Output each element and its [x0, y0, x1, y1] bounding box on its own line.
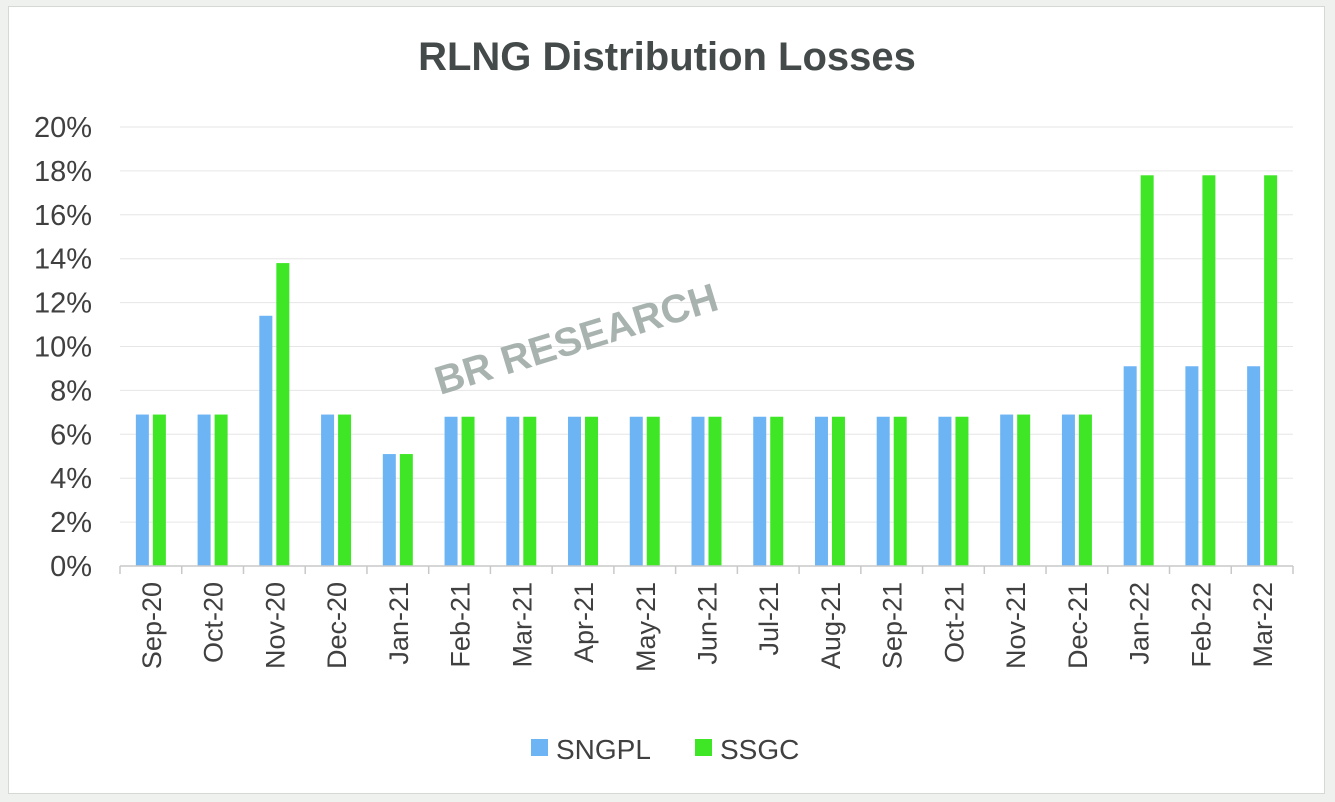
- bar-ssgc-jan-22: [1140, 175, 1154, 567]
- bar-sngpl-mar-22: [1247, 366, 1261, 566]
- legend: SNGPL SSGC: [531, 734, 799, 765]
- chart-title: RLNG Distribution Losses: [418, 35, 916, 79]
- bar-sngpl-aug-21: [814, 416, 828, 566]
- bar-sngpl-dec-21: [1061, 414, 1075, 566]
- bar-sngpl-feb-21: [444, 416, 458, 566]
- bar-sngpl-mar-21: [506, 416, 520, 566]
- bar-ssgc-may-21: [646, 416, 660, 566]
- bar-sngpl-jan-21: [382, 454, 396, 566]
- y-tick-label: 6%: [50, 419, 92, 451]
- x-tick-label: Sep-20: [137, 582, 167, 669]
- bar-sngpl-dec-20: [321, 414, 335, 566]
- bar-sngpl-jun-21: [691, 416, 705, 566]
- legend-swatch-sngpl: [531, 739, 548, 756]
- x-tick-label: Jun-21: [693, 582, 723, 665]
- bar-ssgc-mar-21: [523, 416, 537, 566]
- bar-ssgc-sep-21: [893, 416, 907, 566]
- legend-label-sngpl: SNGPL: [556, 734, 651, 765]
- bar-sngpl-feb-22: [1185, 366, 1199, 566]
- x-tick-label: Dec-20: [322, 582, 352, 669]
- bar-sngpl-sep-21: [876, 416, 890, 566]
- y-tick-label: 14%: [34, 244, 92, 276]
- y-axis-ticks: 0% 2% 4% 6% 8% 10% 12% 14% 16% 18% 20%: [34, 112, 92, 583]
- x-tick-label: Jan-21: [384, 582, 414, 665]
- bar-ssgc-apr-21: [585, 416, 599, 566]
- x-tick-label: Jul-21: [754, 582, 784, 656]
- x-tick-label: Mar-21: [507, 582, 537, 668]
- bar-ssgc-feb-22: [1202, 175, 1216, 567]
- bar-ssgc-nov-20: [276, 263, 290, 566]
- bar-sngpl-sep-20: [135, 414, 149, 566]
- x-tick-label: Apr-21: [569, 582, 599, 663]
- watermark: BR RESEARCH: [430, 276, 723, 404]
- y-tick-label: 2%: [50, 507, 92, 539]
- x-tick-label: Feb-22: [1186, 582, 1216, 668]
- bar-ssgc-mar-22: [1264, 175, 1278, 567]
- bar-ssgc-jan-21: [399, 454, 413, 566]
- y-tick-label: 4%: [50, 463, 92, 495]
- x-tick-label: Nov-20: [260, 582, 290, 669]
- bars: [135, 175, 1278, 567]
- x-tick-label: Dec-21: [1063, 582, 1093, 669]
- bar-sngpl-jan-22: [1123, 366, 1137, 566]
- x-tick-label: Feb-21: [446, 582, 476, 668]
- bar-ssgc-jul-21: [770, 416, 784, 566]
- bar-ssgc-jun-21: [708, 416, 722, 566]
- x-tick-label: May-21: [631, 582, 661, 672]
- bar-ssgc-nov-21: [1017, 414, 1031, 566]
- x-tick-label: Sep-21: [878, 582, 908, 669]
- x-tick-label: Jan-22: [1125, 582, 1155, 665]
- y-tick-label: 16%: [34, 200, 92, 232]
- x-axis: [119, 565, 1294, 574]
- bar-sngpl-nov-21: [1000, 414, 1014, 566]
- bar-ssgc-oct-20: [214, 414, 228, 566]
- bar-ssgc-aug-21: [831, 416, 845, 566]
- bar-sngpl-may-21: [629, 416, 643, 566]
- bar-sngpl-apr-21: [568, 416, 582, 566]
- bar-ssgc-sep-20: [152, 414, 166, 566]
- y-tick-label: 8%: [50, 375, 92, 407]
- x-tick-label: Mar-22: [1248, 582, 1278, 668]
- x-axis-ticks: Sep-20 Oct-20 Nov-20 Dec-20 Jan-21 Feb-21 Mar-…: [137, 582, 1278, 672]
- bar-ssgc-oct-21: [955, 416, 969, 566]
- bar-sngpl-oct-20: [197, 414, 211, 566]
- legend-swatch-ssgc: [695, 739, 712, 756]
- y-tick-label: 12%: [34, 288, 92, 320]
- bar-sngpl-oct-21: [938, 416, 952, 566]
- chart-frame: [8, 6, 1325, 794]
- gridlines: [120, 126, 1293, 523]
- y-tick-label: 0%: [50, 551, 92, 583]
- legend-label-ssgc: SSGC: [720, 734, 799, 765]
- y-tick-label: 20%: [34, 112, 92, 144]
- y-tick-label: 18%: [34, 156, 92, 188]
- x-tick-label: Nov-21: [1001, 582, 1031, 669]
- bar-sngpl-nov-20: [259, 315, 273, 566]
- bar-ssgc-dec-20: [338, 414, 352, 566]
- bar-ssgc-feb-21: [461, 416, 475, 566]
- x-tick-label: Aug-21: [816, 582, 846, 669]
- x-tick-label: Oct-20: [199, 582, 229, 663]
- bar-sngpl-jul-21: [753, 416, 767, 566]
- x-tick-label: Oct-21: [939, 582, 969, 663]
- bar-ssgc-dec-21: [1078, 414, 1092, 566]
- y-tick-label: 10%: [34, 332, 92, 364]
